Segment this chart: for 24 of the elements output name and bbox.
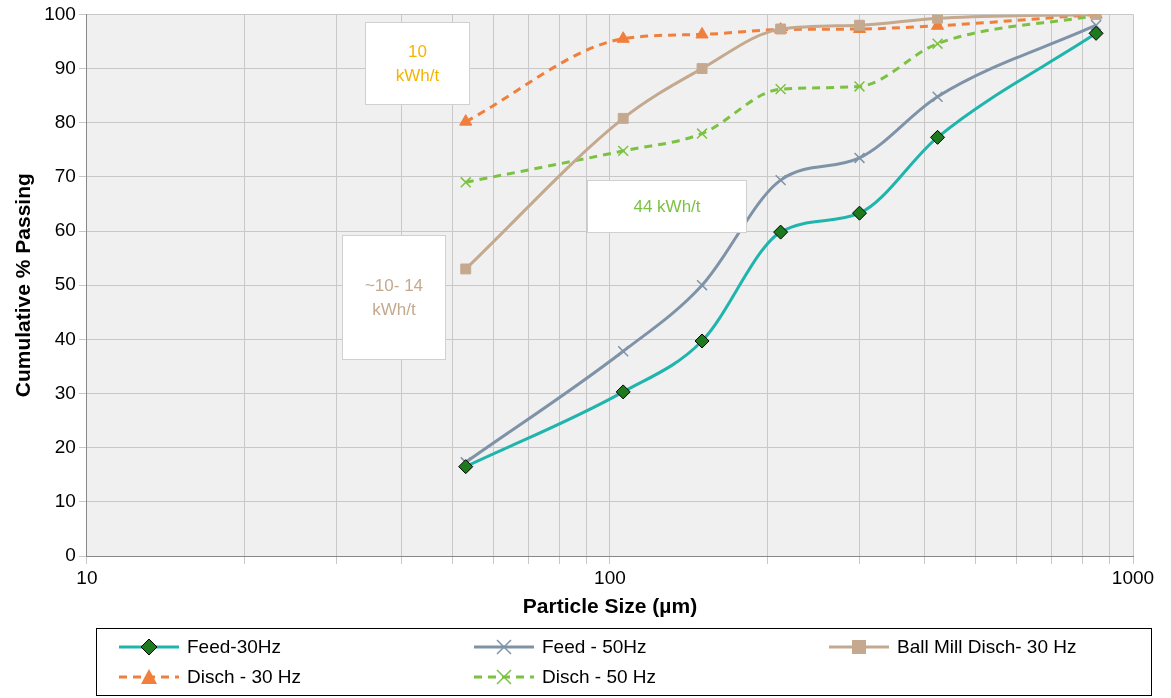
- y-tick-label: 80: [54, 110, 76, 132]
- y-tick-label: 30: [54, 381, 76, 403]
- x-tick-label: 1000: [1111, 566, 1155, 588]
- y-tick-label: 90: [54, 56, 76, 78]
- y-tick-label: 0: [65, 544, 76, 566]
- legend-label: Disch - 30 Hz: [187, 666, 302, 688]
- legend-label: Disch - 50 Hz: [542, 666, 657, 688]
- y-tick-label: 40: [54, 327, 76, 349]
- y-tick-label: 60: [54, 219, 76, 241]
- legend-label: Feed - 50Hz: [542, 636, 647, 658]
- x-tick-label: 100: [594, 566, 626, 588]
- legend-label: Ball Mill Disch- 30 Hz: [897, 636, 1077, 658]
- text-box: 10 kWh/t: [365, 22, 470, 105]
- legend-label: Feed-30Hz: [187, 636, 281, 658]
- x-axis-title: Particle Size (µm): [522, 594, 698, 618]
- y-tick-label: 70: [54, 165, 76, 187]
- y-tick-label: 50: [54, 273, 76, 295]
- y-tick-label: 10: [54, 490, 76, 512]
- y-tick-label: 100: [44, 2, 76, 24]
- y-tick-label: 20: [54, 435, 76, 457]
- text-box: 44 kWh/t: [587, 180, 747, 233]
- y-axis-title: Cumulative % Passing: [11, 173, 35, 398]
- x-tick-label: 10: [76, 566, 98, 588]
- text-box: ~10- 14 kWh/t: [342, 235, 446, 360]
